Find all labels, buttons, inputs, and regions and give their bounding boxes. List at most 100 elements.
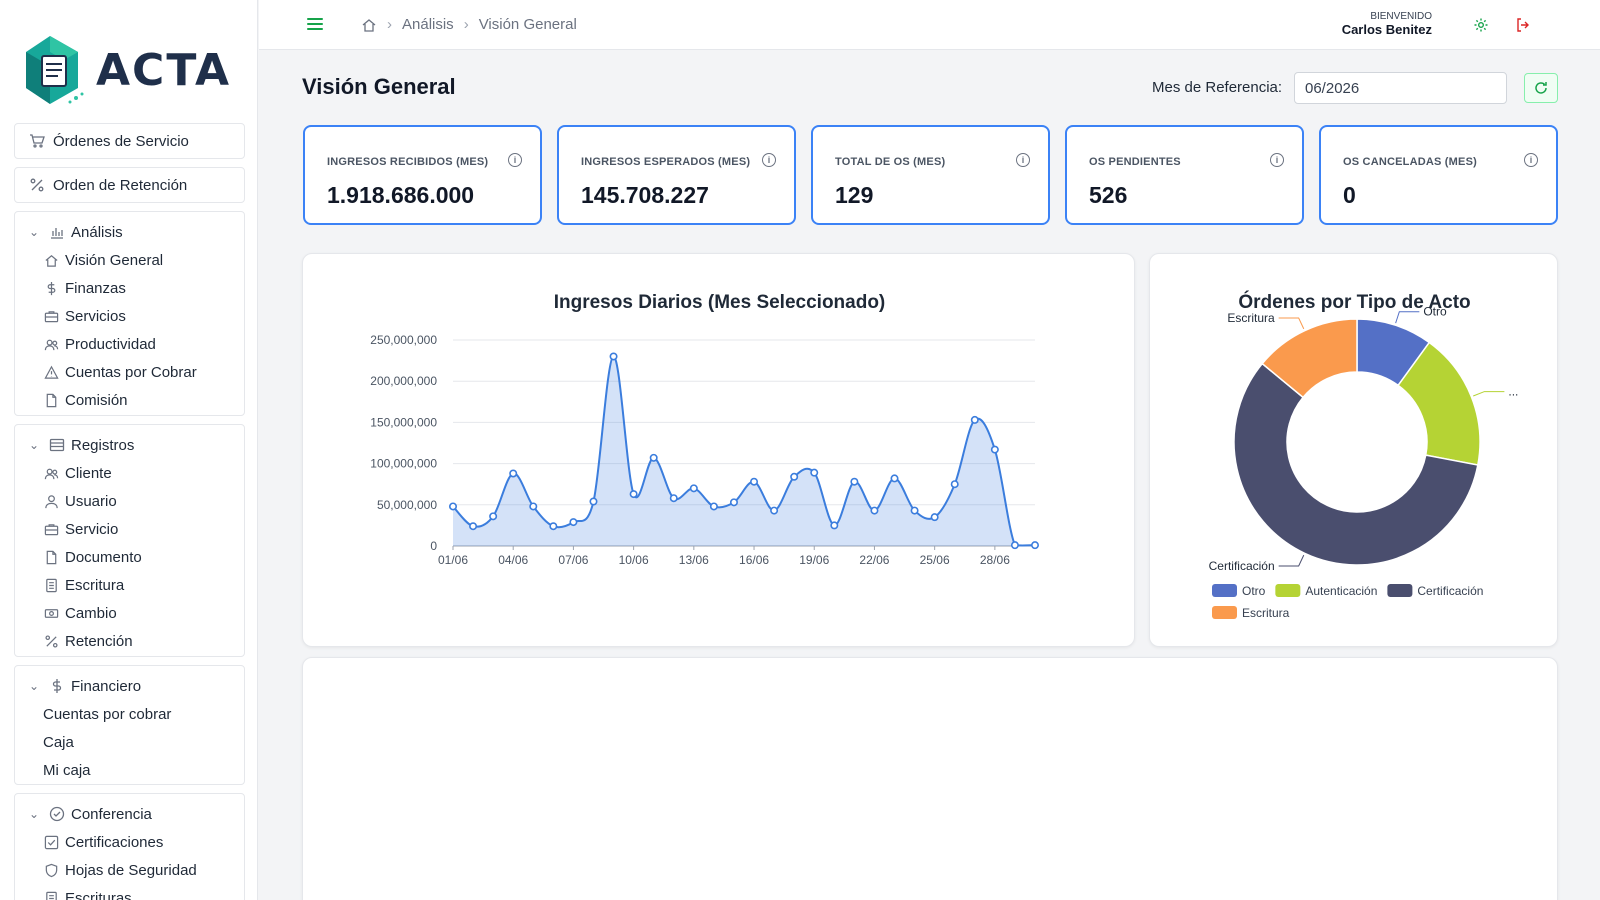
data-point[interactable] [950,480,959,489]
chevron-down-icon: ⌄ [29,438,40,452]
sidebar-item-mi-caja[interactable]: Mi caja [15,756,244,784]
data-point[interactable] [1030,541,1039,550]
sidebar-item-retencion[interactable]: Retención [15,627,244,655]
sidebar-item-label: Comisión [65,391,128,409]
legend-swatch[interactable] [1275,584,1301,597]
breadcrumb-analisis[interactable]: Análisis [402,16,454,33]
data-point[interactable] [549,522,558,531]
y-tick-label: 0 [430,539,437,553]
data-point[interactable] [529,502,538,511]
data-point[interactable] [469,522,478,531]
sidebar-item-cambio[interactable]: Cambio [15,599,244,627]
sidebar-item-documento[interactable]: Documento [15,543,244,571]
nav-label: Orden de Retención [53,176,188,194]
sidebar-item-label: Certificaciones [65,833,164,851]
group-analisis: ⌄ Análisis Visión General Finanzas Servi… [14,211,245,416]
info-icon[interactable]: i [1524,153,1538,167]
data-point[interactable] [729,498,738,507]
menu-toggle-icon[interactable] [307,18,323,32]
info-icon[interactable]: i [1016,153,1030,167]
legend-label[interactable]: Otro [1242,584,1266,598]
pie-slice[interactable] [1233,362,1479,566]
chevron-down-icon: ⌄ [29,225,40,239]
sidebar-item-servicio[interactable]: Servicio [15,515,244,543]
data-point[interactable] [629,490,638,499]
group-toggle-analisis[interactable]: ⌄ Análisis [15,218,244,246]
daily-income-chart[interactable]: 0 50,000,000 100,000,000 150,000,000 200,000… [303,254,1136,648]
sidebar-item-cuentas-por-cobrar-fin[interactable]: Cuentas por cobrar [15,700,244,728]
legend-swatch[interactable] [1212,584,1237,597]
chevron-right-icon: › [387,16,392,33]
sidebar-item-finanzas[interactable]: Finanzas [15,274,244,302]
logout-icon[interactable] [1514,16,1532,34]
info-icon[interactable]: i [508,153,522,167]
ref-month-input[interactable] [1294,72,1507,104]
data-point[interactable] [870,506,879,515]
data-point[interactable] [669,494,678,503]
sidebar-item-productividad[interactable]: Productividad [15,330,244,358]
sidebar-item-label: Cuentas por Cobrar [65,363,197,381]
data-point[interactable] [689,484,698,493]
data-point[interactable] [830,521,839,530]
data-point[interactable] [649,453,658,462]
file-icon [43,549,59,565]
orders-by-type-chart-card: Órdenes por Tipo de Acto Otro... Certific… [1149,253,1558,647]
sidebar-item-caja[interactable]: Caja [15,728,244,756]
group-toggle-registros[interactable]: ⌄ Registros [15,431,244,459]
legend-label[interactable]: Autenticación [1305,584,1377,598]
stat-card-os-pendientes: OS PENDIENTES i 526 [1065,125,1304,225]
data-point[interactable] [1010,541,1019,550]
nav-ordenes-servicio[interactable]: Órdenes de Servicio [14,123,245,159]
data-point[interactable] [569,518,578,527]
nav-orden-retencion[interactable]: Orden de Retención [14,167,245,203]
gear-icon[interactable] [1472,16,1490,34]
brand-name: ACTA [96,44,231,96]
sidebar-item-servicios[interactable]: Servicios [15,302,244,330]
shield-icon [43,862,59,878]
legend-swatch[interactable] [1212,606,1237,619]
data-point[interactable] [790,472,799,481]
sidebar-item-cliente[interactable]: Cliente [15,459,244,487]
sidebar-item-escritura[interactable]: Escritura [15,571,244,599]
chart-title: Ingresos Diarios (Mes Seleccionado) [553,292,886,313]
data-point[interactable] [850,477,859,486]
legend-label[interactable]: Escritura [1242,606,1290,620]
data-point[interactable] [589,497,598,506]
data-point[interactable] [890,474,899,483]
data-point[interactable] [770,506,779,515]
legend-label[interactable]: Certificación [1417,584,1483,598]
data-point[interactable] [509,469,518,478]
info-icon[interactable]: i [1270,153,1284,167]
data-point[interactable] [709,502,718,511]
acta-logo-icon [26,36,84,104]
sidebar-item-escrituras[interactable]: Escrituras [15,884,244,900]
data-point[interactable] [489,512,498,521]
sidebar-item-hojas-seguridad[interactable]: Hojas de Seguridad [15,856,244,884]
group-conferencia: ⌄ Conferencia Certificaciones Hojas de S… [14,793,245,900]
data-point[interactable] [910,506,919,515]
x-tick-label: 07/06 [558,553,588,567]
data-point[interactable] [990,445,999,454]
data-point[interactable] [449,502,458,511]
info-icon[interactable]: i [762,153,776,167]
data-point[interactable] [750,477,759,486]
group-toggle-financiero[interactable]: ⌄ Financiero [15,672,244,700]
orders-by-type-chart[interactable]: Otro... Certificación Escritura Otro Autenti… [1150,254,1559,648]
refresh-button[interactable] [1524,73,1558,103]
sidebar-item-vision-general[interactable]: Visión General [15,246,244,274]
legend-swatch[interactable] [1387,584,1413,597]
data-point[interactable] [810,468,819,477]
sidebar-item-comision[interactable]: Comisión [15,386,244,414]
pie-slice[interactable] [1261,318,1358,399]
acta-logo[interactable]: ACTA [20,30,240,110]
data-point[interactable] [970,415,979,424]
home-icon[interactable] [361,17,377,33]
sidebar-item-cuentas-por-cobrar[interactable]: Cuentas por Cobrar [15,358,244,386]
data-point[interactable] [609,352,618,361]
data-point[interactable] [930,513,939,522]
group-toggle-conferencia[interactable]: ⌄ Conferencia [15,800,244,828]
sidebar-item-label: Mi caja [43,761,91,779]
sidebar-item-certificaciones[interactable]: Certificaciones [15,828,244,856]
sidebar-item-usuario[interactable]: Usuario [15,487,244,515]
topbar: › Análisis › Visión General BIENVENIDO C… [259,0,1600,50]
